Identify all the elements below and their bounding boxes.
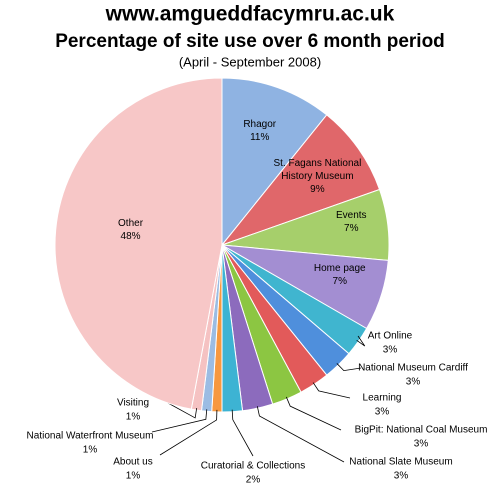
slice-name: Learning [363,393,402,404]
slice-value: 11% [250,131,270,143]
pie-slice [54,77,223,410]
slice-value: 48% [120,230,141,242]
slice-name: Curatorial & Collections [201,461,306,472]
leader-line [167,402,198,419]
slice-name: Visiting [117,398,149,409]
slice-value: 3% [406,377,421,388]
slice-name: Art Online [368,331,413,342]
slice-name: BigPit: National Coal Museum [355,425,488,436]
leader-line [312,382,351,399]
slice-name: Rhagor [243,118,277,130]
slice-value: 1% [126,412,141,423]
leader-line [356,335,366,347]
slice-value: 9% [310,184,325,196]
date-range: (April - September 2008) [179,54,321,69]
slice-value: 1% [126,471,141,482]
slice-name: Home page [313,263,366,275]
slice-value: 2% [246,475,261,486]
slice-name: National Slate Museum [349,457,452,468]
pie-slice [220,114,381,247]
slice-value: 7% [332,276,347,288]
leader-line [151,409,208,433]
slice-value: 3% [383,345,398,356]
leader-line [285,396,342,431]
chart-title: www.amgueddfacymru.ac.uk [105,3,395,26]
slice-name: About us [113,457,152,468]
slice-name: Other [118,217,144,229]
pie-slice [221,77,328,247]
slice-value: 7% [344,222,359,234]
slice-value: 3% [414,439,429,450]
slice-name: Events [335,209,367,221]
leader-line [256,406,345,463]
slice-value: 3% [375,407,390,418]
chart-subtitle: Percentage of site use over 6 month peri… [55,31,445,52]
slice-name: St. Fagans National History Museum [273,158,362,183]
slice-value: 3% [394,471,409,482]
leader-line [336,363,362,372]
leader-line [231,409,254,457]
slice-name: National Waterfront Museum [27,431,154,442]
leader-line [159,409,218,456]
slice-value: 1% [83,445,98,456]
slice-name: National Museum Cardiff [358,363,468,374]
